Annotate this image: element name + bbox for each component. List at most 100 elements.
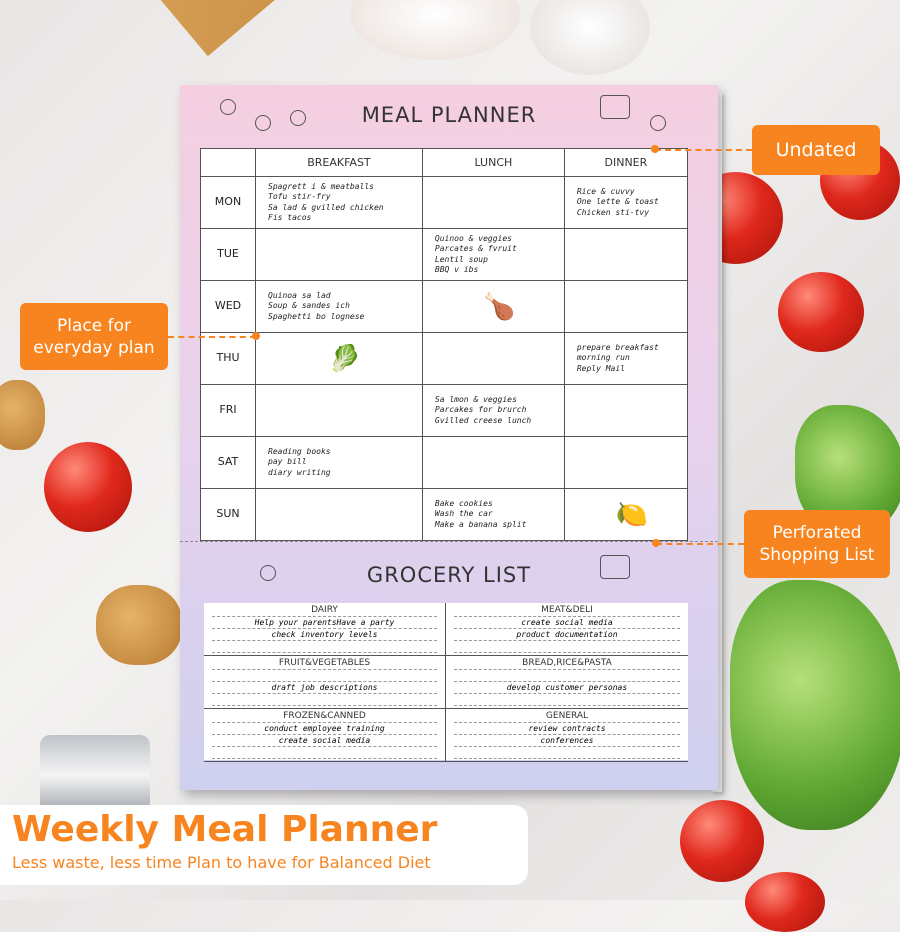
grocery-item[interactable]: check inventory levels xyxy=(212,629,437,641)
callout-dot xyxy=(651,145,659,153)
meal-cell-lunch[interactable] xyxy=(421,332,565,385)
meal-entry: Fis tacos xyxy=(268,213,312,222)
meal-entry: morning run xyxy=(576,353,630,363)
meal-cell-lunch[interactable] xyxy=(421,176,565,229)
grocery-section: GENERAL review contracts conferences xyxy=(446,709,688,762)
meal-entry: Reply Mail xyxy=(576,363,625,373)
tomato xyxy=(778,272,864,352)
bok-choy-icon: 🥬 xyxy=(328,343,362,374)
meal-planner-title: MEAL PLANNER xyxy=(361,103,537,127)
pot-doodle-icon xyxy=(600,555,630,579)
meal-entry: Quinoa sa lad xyxy=(268,290,331,300)
grocery-section-title: BREAD,RICE&PASTA xyxy=(454,658,680,670)
tomato xyxy=(44,442,132,532)
day-label: MON xyxy=(200,176,256,229)
grocery-section-title: FROZEN&CANNED xyxy=(212,711,437,723)
avocado-doodle-icon xyxy=(260,565,276,581)
table-row: WED Quinoa sa lad Soup & sandes ich Spaghet… xyxy=(200,280,689,333)
meal-entry: Make a banana split xyxy=(434,519,527,529)
grocery-item[interactable]: conferences xyxy=(454,735,680,747)
banner: Weekly Meal Planner Less waste, less tim… xyxy=(0,805,528,885)
meal-cell-dinner[interactable] xyxy=(563,228,689,281)
grocery-blank-line[interactable] xyxy=(454,641,680,653)
column-header: DINNER xyxy=(563,148,689,177)
tomato xyxy=(680,800,764,882)
column-header: BREAKFAST xyxy=(255,148,423,177)
grocery-section: FROZEN&CANNED conduct employee training cr… xyxy=(204,709,446,762)
garlic-bulb xyxy=(530,0,650,75)
table-row: MON Spagrett i & meatballs Tofu stir-fry Sa… xyxy=(200,176,689,229)
meal-cell-dinner[interactable]: Rice & cuvvy One lette & toast Chicken sti… xyxy=(563,176,689,229)
meal-entry: One lette & toast xyxy=(576,197,659,207)
meal-cell-breakfast[interactable]: 🥬 xyxy=(255,332,423,385)
meal-entry: Gvilled creese lunch xyxy=(434,415,532,425)
grocery-blank-line[interactable] xyxy=(212,694,437,706)
banner-title: Weekly Meal Planner xyxy=(12,809,438,850)
table-row: TUE Quinoo & veggies Parcates & fvruit Lent… xyxy=(200,228,689,281)
meal-cell-dinner[interactable]: prepare breakfast morning run Reply Mail xyxy=(563,332,689,385)
cutting-board xyxy=(60,0,385,57)
meal-cell-breakfast[interactable] xyxy=(255,384,423,437)
grocery-item[interactable]: develop customer personas xyxy=(454,682,680,694)
fruit-doodle-icon xyxy=(650,115,666,131)
meal-cell-lunch[interactable]: 🍗 xyxy=(421,280,565,333)
day-label: SAT xyxy=(200,436,256,489)
banner-subtitle: Less waste, less time Plan to have for B… xyxy=(12,853,431,872)
grocery-item[interactable]: create social media xyxy=(454,617,680,629)
grocery-item[interactable]: draft job descriptions xyxy=(212,682,437,694)
meal-cell-dinner[interactable] xyxy=(563,280,689,333)
tomato xyxy=(745,872,825,932)
column-header xyxy=(200,148,256,177)
callout-dot xyxy=(252,332,260,340)
meal-cell-breakfast[interactable] xyxy=(255,228,423,281)
meal-entry: Bake cookies xyxy=(434,498,493,508)
meal-entry: Wash the car xyxy=(434,509,493,519)
meal-cell-lunch[interactable]: Bake cookies Wash the car Make a banana sp… xyxy=(421,488,565,541)
meal-entry: Spagrett i & meatballs xyxy=(268,181,374,191)
meal-entry: prepare breakfast xyxy=(576,342,659,352)
roast-chicken-icon: 🍗 xyxy=(483,291,516,322)
meal-cell-dinner[interactable]: 🍋 xyxy=(563,488,689,541)
walnut xyxy=(96,585,182,665)
meal-entry: Tofu stir-fry xyxy=(268,192,331,201)
table-row: FRI Sa lmon & veggies Parcakes for brurch G… xyxy=(200,384,689,437)
perforation-line xyxy=(180,541,718,542)
callout-everyday-plan: Place for everyday plan xyxy=(20,303,168,370)
meal-entry: Parcakes for brurch xyxy=(434,405,527,415)
column-header: LUNCH xyxy=(421,148,565,177)
meal-cell-dinner[interactable] xyxy=(563,436,689,489)
day-label: WED xyxy=(200,280,256,333)
meal-cell-breakfast[interactable]: Spagrett i & meatballs Tofu stir-fry Sa la… xyxy=(255,176,423,229)
meal-entry: Soup & sandes ich xyxy=(268,301,350,311)
meal-entry: pay bill xyxy=(268,457,307,467)
grocery-blank-line[interactable] xyxy=(212,641,437,653)
callout-perforated-shopping-list: Perforated Shopping List xyxy=(744,510,890,578)
meal-entry: Rice & cuvvy xyxy=(576,186,635,196)
grocery-item[interactable]: review contracts xyxy=(454,723,680,735)
grocery-item[interactable] xyxy=(212,670,437,682)
meal-cell-dinner[interactable] xyxy=(563,384,689,437)
salt-shaker xyxy=(40,735,150,815)
meal-cell-lunch[interactable] xyxy=(421,436,565,489)
grocery-blank-line[interactable] xyxy=(212,747,437,759)
callout-line xyxy=(168,336,256,338)
grocery-item[interactable] xyxy=(454,670,680,682)
grocery-item[interactable]: create social media xyxy=(212,735,437,747)
meal-cell-breakfast[interactable]: Reading books pay bill diary writing xyxy=(255,436,423,489)
grocery-blank-line[interactable] xyxy=(454,747,680,759)
meal-cell-breakfast[interactable]: Quinoa sa lad Soup & sandes ich Spaghetti … xyxy=(255,280,423,333)
callout-line xyxy=(656,543,744,545)
meal-cell-lunch[interactable]: Quinoo & veggies Parcates & fvruit Lentil … xyxy=(421,228,565,281)
meal-entry: Quinoo & veggies xyxy=(434,233,512,243)
grocery-item[interactable]: product documentation xyxy=(454,629,680,641)
grocery-section: BREAD,RICE&PASTA develop customer persona… xyxy=(446,656,688,709)
meal-entry: Lentil soup xyxy=(434,254,488,264)
grocery-section-title: MEAT&DELI xyxy=(454,605,680,617)
meal-cell-lunch[interactable]: Sa lmon & veggies Parcakes for brurch Gvil… xyxy=(421,384,565,437)
walnut xyxy=(0,380,45,450)
avocado-doodle-icon xyxy=(255,115,271,131)
grocery-blank-line[interactable] xyxy=(454,694,680,706)
grocery-item[interactable]: conduct employee training xyxy=(212,723,437,735)
grocery-item[interactable]: Help your parentsHave a party xyxy=(212,617,437,629)
meal-cell-breakfast[interactable] xyxy=(255,488,423,541)
